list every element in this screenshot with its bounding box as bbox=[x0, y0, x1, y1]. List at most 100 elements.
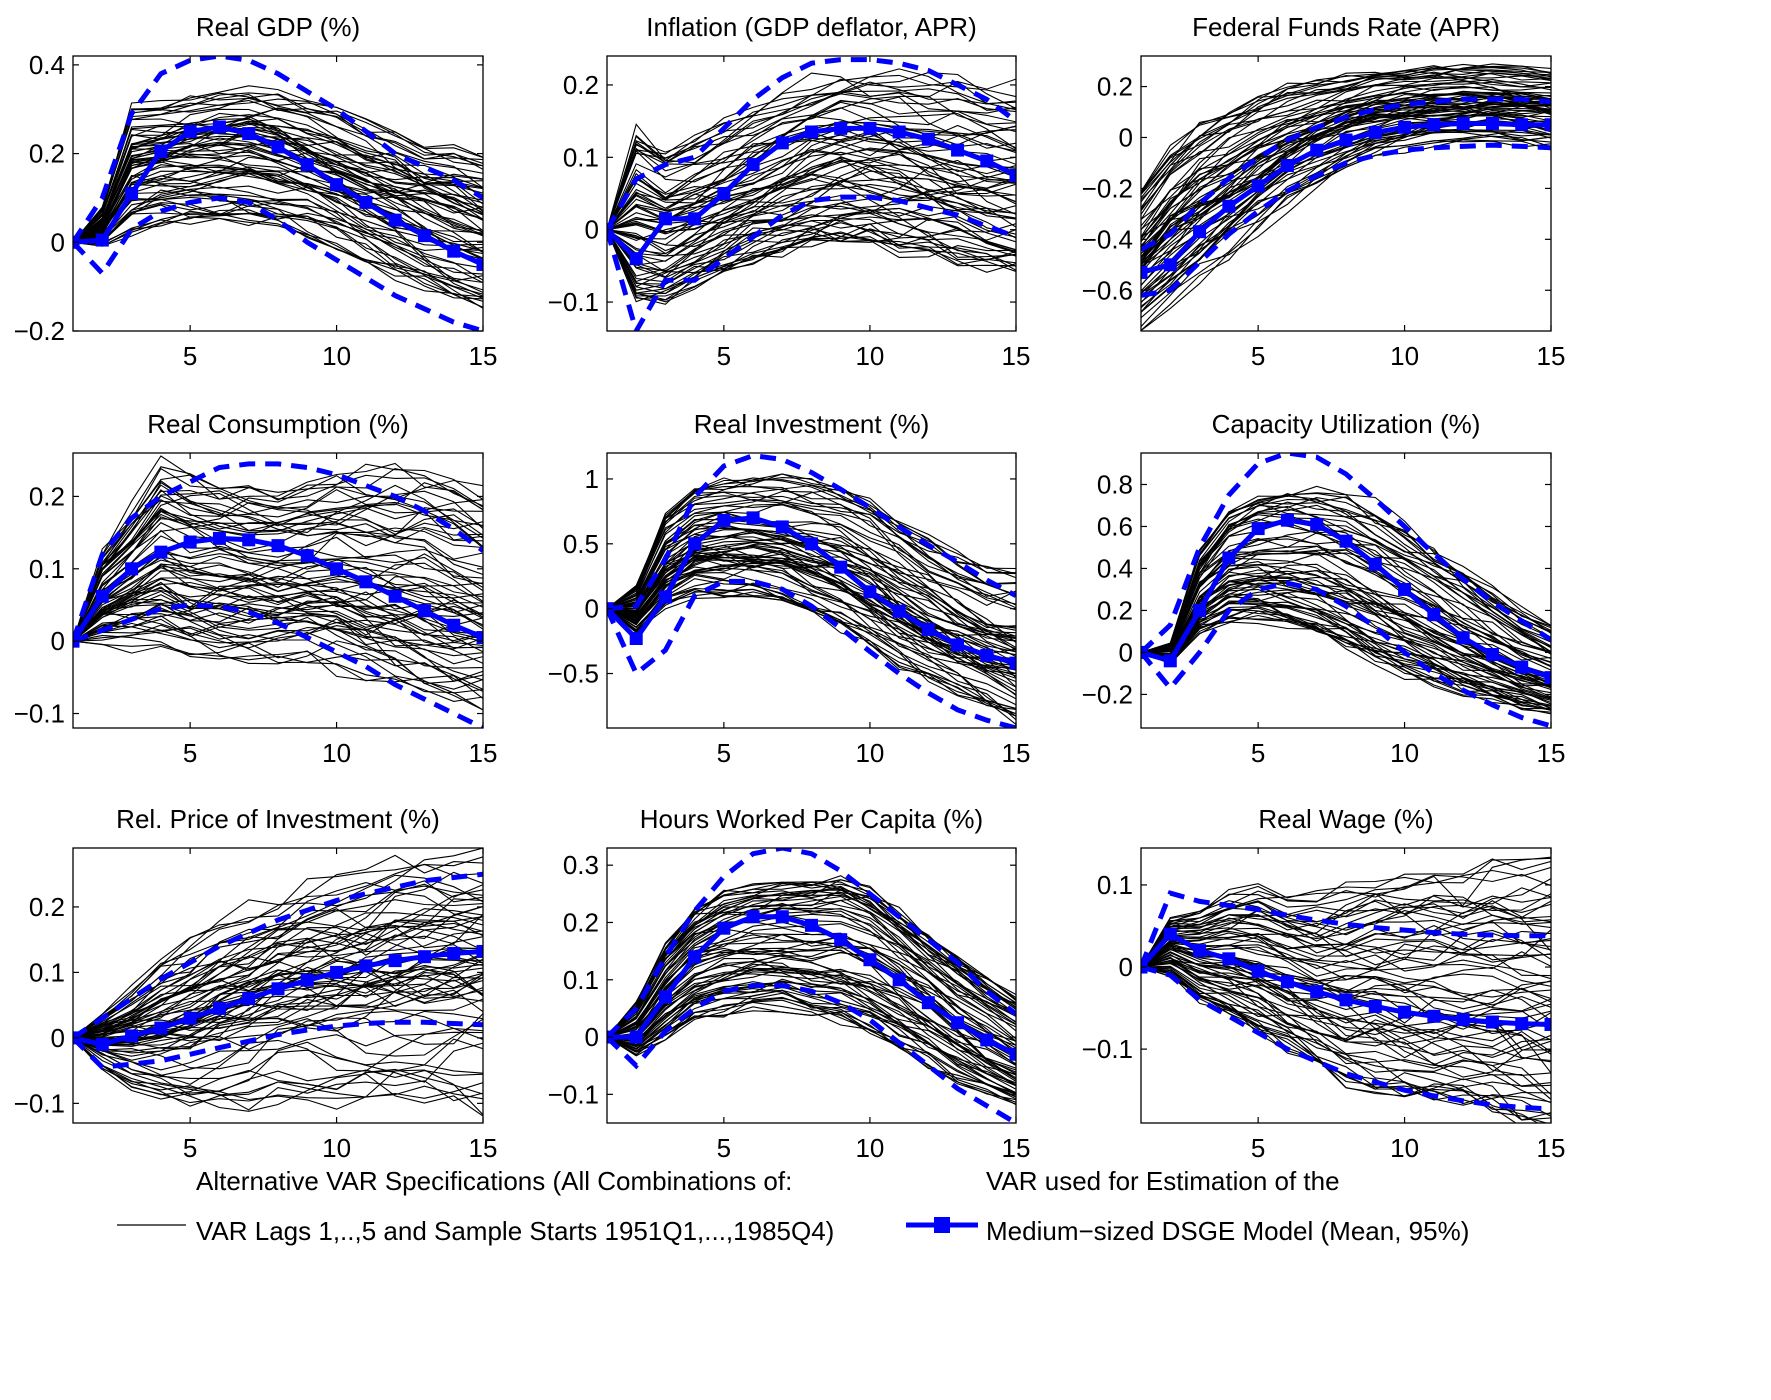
alt-var-line bbox=[607, 981, 1016, 1087]
mean-marker bbox=[417, 229, 431, 243]
x-tick-label: 15 bbox=[469, 341, 498, 371]
alt-var-line bbox=[73, 144, 483, 243]
upper-95-band-line bbox=[73, 461, 483, 642]
alt-var-line bbox=[73, 183, 483, 275]
alt-var-line bbox=[607, 559, 1016, 688]
mean-marker bbox=[95, 233, 109, 247]
lower-95-band-line bbox=[1141, 964, 1551, 1112]
alt-var-line bbox=[607, 967, 1016, 1071]
alt-var-line bbox=[607, 229, 1016, 297]
mean-marker bbox=[300, 549, 314, 563]
mean-marker bbox=[95, 1037, 109, 1051]
alt-var-line bbox=[73, 95, 483, 243]
alt-var-line bbox=[73, 640, 483, 702]
mean-marker bbox=[476, 257, 483, 271]
y-tick-label: −0.5 bbox=[548, 659, 599, 689]
mean-marker bbox=[1398, 582, 1412, 596]
mean-marker bbox=[834, 560, 848, 574]
alt-var-line bbox=[607, 934, 1016, 1046]
mean-marker bbox=[717, 187, 731, 200]
mean-marker bbox=[863, 121, 877, 135]
alt-var-line bbox=[73, 98, 483, 243]
y-tick-label: 0 bbox=[585, 594, 599, 624]
alt-var-line bbox=[73, 108, 483, 243]
mean-marker bbox=[775, 910, 789, 924]
alt-var-line bbox=[1141, 67, 1551, 195]
axes-frame bbox=[1140, 847, 1552, 1124]
mean-marker bbox=[95, 589, 109, 603]
alt-var-line bbox=[73, 513, 483, 642]
alt-var-line bbox=[73, 93, 483, 243]
alt-var-line bbox=[73, 916, 483, 1039]
mean-marker bbox=[1339, 133, 1353, 147]
mean-marker bbox=[1280, 975, 1294, 989]
alt-var-line bbox=[73, 947, 483, 1039]
legend: Alternative VAR Specifications (All Comb… bbox=[117, 1166, 1469, 1246]
alt-var-line bbox=[607, 559, 1016, 660]
alt-var-line bbox=[1141, 131, 1551, 313]
alt-var-line bbox=[73, 921, 483, 1039]
lower-95-band-line bbox=[1141, 142, 1551, 298]
axes-frame bbox=[72, 452, 484, 729]
alt-var-line bbox=[607, 147, 1016, 231]
alt-var-line bbox=[1141, 900, 1551, 968]
alt-var-line bbox=[73, 634, 483, 711]
mean-marker bbox=[1163, 927, 1177, 941]
plot-area bbox=[607, 57, 1016, 331]
plot-area bbox=[1141, 856, 1551, 1123]
alt-var-line bbox=[73, 972, 483, 1043]
panel-title: Real Investment (%) bbox=[694, 409, 930, 439]
alt-var-line bbox=[607, 579, 1016, 700]
legend-blue-label-line1: VAR used for Estimation of the bbox=[986, 1166, 1340, 1196]
mean-marker bbox=[1398, 1005, 1412, 1019]
alt-var-line bbox=[73, 114, 483, 243]
alt-var-line bbox=[1141, 866, 1551, 968]
x-tick-label: 5 bbox=[717, 341, 731, 371]
alt-var-line bbox=[1141, 927, 1551, 968]
panel-title: Real GDP (%) bbox=[196, 12, 360, 42]
alt-var-line bbox=[607, 487, 1016, 610]
alt-var-line bbox=[1141, 887, 1551, 968]
alt-var-line bbox=[1141, 545, 1551, 664]
mean-marker bbox=[1544, 118, 1551, 132]
alt-var-line bbox=[1141, 74, 1551, 215]
alt-var-line bbox=[73, 186, 483, 281]
mean-marker bbox=[1456, 631, 1470, 645]
x-tick-label: 10 bbox=[1390, 1133, 1419, 1163]
alt-var-line bbox=[607, 78, 1016, 230]
alt-var-line bbox=[73, 906, 483, 1039]
alt-var-line bbox=[607, 151, 1016, 231]
y-tick-label: 0.6 bbox=[1097, 511, 1133, 541]
mean-marker bbox=[1193, 225, 1207, 239]
mean-marker bbox=[1485, 116, 1499, 130]
alt-var-line bbox=[607, 222, 1016, 291]
alt-var-line bbox=[73, 976, 483, 1042]
alt-var-line bbox=[1141, 963, 1551, 1074]
legend-black-label-line2: VAR Lags 1,..,5 and Sample Starts 1951Q1… bbox=[196, 1216, 834, 1246]
mean-marker bbox=[1251, 964, 1265, 978]
legend-black-label-line1: Alternative VAR Specifications (All Comb… bbox=[196, 1166, 792, 1196]
y-tick-label: 0.4 bbox=[1097, 553, 1133, 583]
alt-var-line bbox=[607, 91, 1016, 230]
mean-marker bbox=[746, 158, 760, 172]
alt-var-line bbox=[607, 963, 1016, 1075]
alt-var-line bbox=[1141, 80, 1551, 230]
alt-var-line bbox=[607, 223, 1016, 290]
y-tick-label: 0.2 bbox=[29, 481, 65, 511]
alt-var-line bbox=[607, 945, 1016, 1059]
x-tick-label: 10 bbox=[1390, 341, 1419, 371]
axes-frame bbox=[606, 55, 1017, 332]
mean-marker bbox=[300, 158, 314, 172]
mean-marker bbox=[951, 1016, 965, 1030]
y-tick-label: 0.2 bbox=[29, 139, 65, 169]
mean-marker bbox=[154, 545, 168, 559]
alt-var-line bbox=[1141, 952, 1551, 1035]
alt-var-line bbox=[607, 148, 1016, 231]
panel-7: Rel. Price of Investment (%) 5 10 15 −0.1 0 0.… bbox=[14, 804, 498, 1163]
alt-var-line bbox=[607, 895, 1016, 1038]
plot-area bbox=[607, 848, 1016, 1123]
y-tick-label: 0.2 bbox=[29, 892, 65, 922]
alt-var-line bbox=[73, 563, 483, 642]
alt-var-line bbox=[1141, 917, 1551, 968]
plot-area bbox=[73, 848, 483, 1117]
